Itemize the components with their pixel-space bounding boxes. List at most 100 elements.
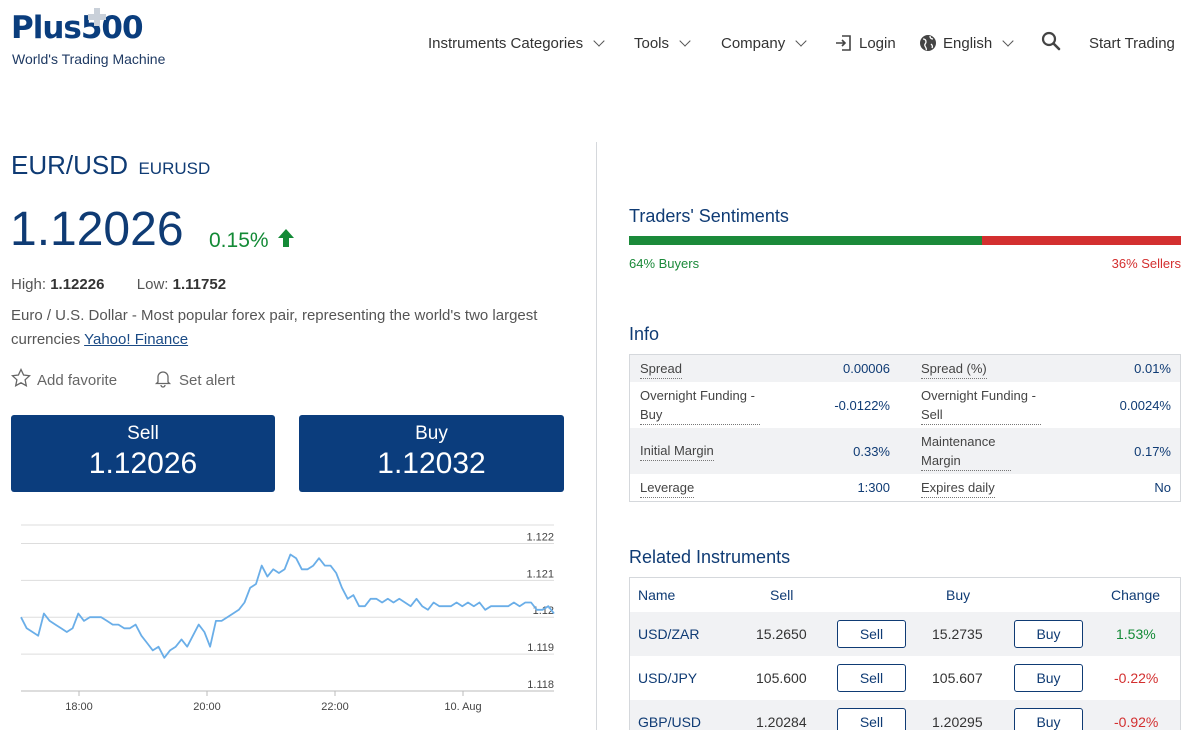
description-text: Euro / U.S. Dollar - Most popular forex … bbox=[11, 307, 538, 348]
logo-plus-icon bbox=[88, 8, 106, 26]
nav-company[interactable]: Company bbox=[721, 32, 807, 54]
high-value: 1.12226 bbox=[50, 276, 105, 293]
high-label: High: bbox=[11, 276, 47, 293]
table-row: GBP/USD 1.20284 Sell 1.20295 Buy -0.92% bbox=[630, 700, 1180, 730]
instrument-name-link[interactable]: USD/ZAR bbox=[638, 626, 700, 642]
y-tick-label: 1.12 bbox=[533, 605, 554, 617]
row-buy-button[interactable]: Buy bbox=[1014, 620, 1083, 648]
change-percent: 0.15% bbox=[209, 229, 269, 252]
column-divider bbox=[596, 142, 597, 730]
info-row: Initial Margin 0.33% Maintenance Margin … bbox=[630, 428, 1180, 474]
info-label: Overnight Funding - Sell bbox=[921, 386, 1041, 425]
search-icon bbox=[1041, 31, 1061, 55]
info-label: Overnight Funding - Buy bbox=[640, 386, 760, 425]
instrument-code: EURUSD bbox=[138, 159, 211, 178]
sellers-label: 36% Sellers bbox=[1111, 256, 1181, 271]
instrument-name-link[interactable]: USD/JPY bbox=[638, 670, 698, 686]
low-value: 1.11752 bbox=[172, 276, 227, 293]
sell-button[interactable]: Sell 1.12026 bbox=[11, 415, 275, 492]
row-buy-button[interactable]: Buy bbox=[1014, 664, 1083, 692]
nav-tools[interactable]: Tools bbox=[634, 32, 691, 54]
logo-text: Plus500 bbox=[11, 10, 144, 46]
price-chart[interactable]: 1.122 1.121 1.12 1.119 1.118 18:00 20:00 22:00 1… bbox=[11, 515, 571, 720]
price-series-line bbox=[20, 553, 555, 659]
col-header-name: Name bbox=[638, 587, 676, 603]
sell-price: 15.2650 bbox=[756, 626, 807, 642]
nav-label: Login bbox=[859, 34, 896, 52]
info-label: Leverage bbox=[640, 478, 695, 498]
row-sell-button[interactable]: Sell bbox=[837, 664, 906, 692]
table-header: Name Sell Buy Change bbox=[630, 578, 1180, 612]
sell-price: 105.600 bbox=[756, 670, 807, 686]
row-buy-button[interactable]: Buy bbox=[1014, 708, 1083, 730]
x-tick-label: 22:00 bbox=[321, 701, 349, 713]
change-value: -0.92% bbox=[1114, 714, 1159, 730]
set-alert-button[interactable]: Set alert bbox=[153, 368, 235, 392]
chevron-down-icon bbox=[1002, 34, 1014, 47]
sentiment-bar bbox=[629, 236, 1181, 245]
plus500-logo[interactable]: Plus500 bbox=[11, 8, 191, 48]
x-tick-label: 18:00 bbox=[65, 701, 93, 713]
instrument-name-link[interactable]: GBP/USD bbox=[638, 714, 702, 730]
y-tick-label: 1.119 bbox=[527, 642, 554, 654]
info-value: 0.0024% bbox=[1119, 397, 1171, 413]
info-value: 0.00006 bbox=[843, 361, 890, 376]
instrument-name: EUR/USD bbox=[11, 150, 129, 180]
price-change: 0.15% bbox=[209, 228, 295, 254]
info-value: 0.17% bbox=[1134, 443, 1171, 459]
current-price: 1.12026 bbox=[10, 203, 184, 256]
related-title: Related Instruments bbox=[629, 547, 791, 567]
buy-label: Buy bbox=[415, 423, 448, 444]
col-header-buy: Buy bbox=[946, 587, 971, 603]
info-label: Spread bbox=[640, 359, 682, 379]
info-value: 0.33% bbox=[853, 443, 890, 459]
info-row: Spread 0.00006 Spread (%) 0.01% bbox=[630, 355, 1180, 382]
logo-tagline: World's Trading Machine bbox=[12, 51, 166, 67]
table-row: USD/JPY 105.600 Sell 105.607 Buy -0.22% bbox=[630, 656, 1180, 700]
info-label: Maintenance Margin bbox=[921, 432, 1011, 471]
arrow-up-icon bbox=[277, 228, 295, 254]
row-sell-button[interactable]: Sell bbox=[837, 708, 906, 730]
low-label: Low: bbox=[136, 276, 169, 293]
info-value: 1:300 bbox=[857, 480, 890, 495]
chevron-down-icon bbox=[679, 34, 691, 47]
info-label: Spread (%) bbox=[921, 359, 987, 379]
y-tick-label: 1.121 bbox=[526, 568, 554, 580]
instrument-description: Euro / U.S. Dollar - Most popular forex … bbox=[11, 304, 581, 352]
col-header-sell: Sell bbox=[770, 587, 794, 603]
buy-price: 15.2735 bbox=[932, 626, 983, 642]
chevron-down-icon bbox=[795, 34, 807, 47]
sentiment-title: Traders' Sentiments bbox=[629, 206, 789, 226]
info-label: Expires daily bbox=[921, 478, 995, 498]
nav-label: Tools bbox=[634, 34, 670, 52]
search-button[interactable] bbox=[1041, 31, 1061, 55]
buyers-label: 64% Buyers bbox=[629, 256, 700, 271]
nav-instruments-categories[interactable]: Instruments Categories bbox=[428, 32, 605, 54]
nav-label: Instruments Categories bbox=[428, 34, 584, 52]
nav-login[interactable]: Login bbox=[835, 32, 896, 54]
nav-start-trading[interactable]: Start Trading bbox=[1089, 32, 1175, 54]
col-header-change: Change bbox=[1111, 587, 1161, 603]
x-tick-label: 20:00 bbox=[193, 701, 221, 713]
info-title: Info bbox=[629, 324, 660, 344]
info-label: Initial Margin bbox=[640, 441, 714, 461]
y-tick-label: 1.122 bbox=[526, 531, 554, 543]
buy-price: 1.12032 bbox=[377, 447, 486, 480]
high-low: High: 1.12226 Low: 1.11752 bbox=[11, 276, 226, 293]
star-icon bbox=[10, 367, 32, 392]
bell-icon bbox=[153, 368, 173, 392]
row-sell-button[interactable]: Sell bbox=[837, 620, 906, 648]
chevron-down-icon bbox=[593, 34, 605, 47]
add-favorite-button[interactable]: Add favorite bbox=[10, 367, 117, 392]
change-value: -0.22% bbox=[1114, 670, 1159, 686]
instrument-title: EUR/USD EURUSD bbox=[11, 150, 210, 181]
sell-price: 1.20284 bbox=[756, 714, 807, 730]
info-table: Spread 0.00006 Spread (%) 0.01% Overnigh… bbox=[629, 354, 1181, 502]
info-value: 0.01% bbox=[1134, 361, 1171, 376]
buy-button[interactable]: Buy 1.12032 bbox=[299, 415, 564, 492]
x-tick-label: 10. Aug bbox=[444, 701, 481, 713]
y-tick-label: 1.118 bbox=[527, 679, 554, 691]
nav-language[interactable]: English bbox=[919, 32, 1014, 54]
yahoo-finance-link[interactable]: Yahoo! Finance bbox=[84, 331, 189, 348]
change-value: 1.53% bbox=[1116, 626, 1156, 642]
